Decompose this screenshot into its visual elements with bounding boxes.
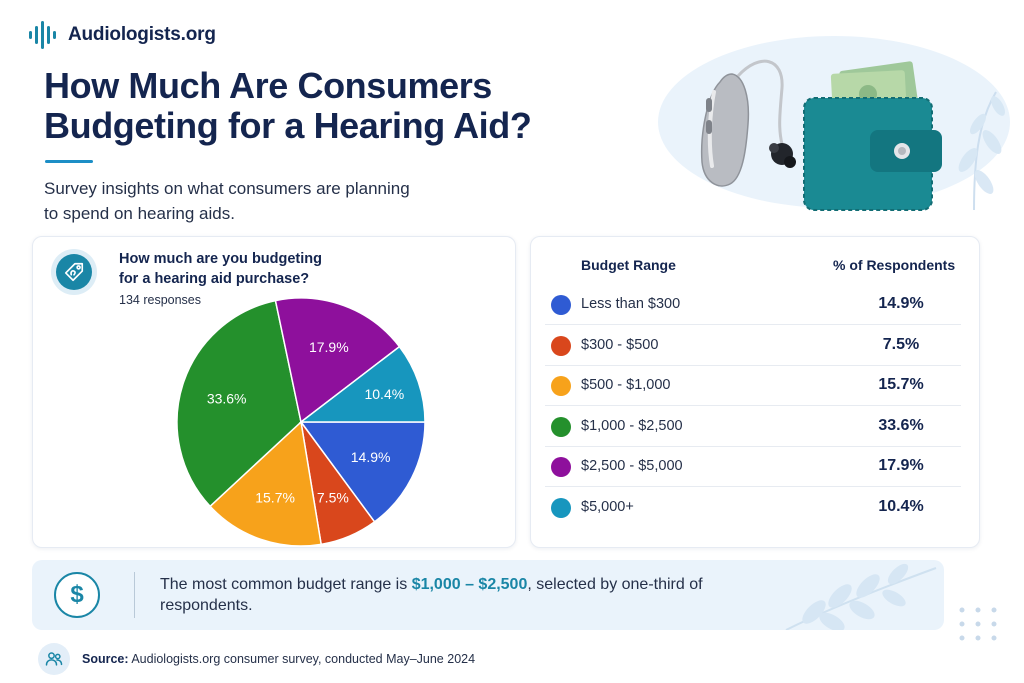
pie-slice: [176, 299, 302, 508]
respondent-percent: 33.6%: [878, 416, 924, 434]
legend-dot-icon: [551, 457, 571, 477]
hero-illustration: [658, 36, 1010, 211]
pie-slice-label: 33.6%: [207, 390, 247, 406]
soundwave-logo-icon: [29, 21, 56, 49]
respondent-percent: 17.9%: [878, 457, 924, 474]
budget-range-label: $300 - $500: [581, 336, 659, 353]
brand-logo[interactable]: Audiologists.org: [28, 20, 216, 50]
insight-text-after: , selected by one-third of respondents.: [160, 576, 703, 614]
pie-slice: [299, 421, 426, 523]
pie-chart: 14.9% 7.5% 15.7% 33.6% 17.9% 10.4%: [176, 297, 426, 547]
table-row: $300 - $500 7.5%: [545, 326, 961, 366]
survey-chart-card: How much are you budgeting for a hearing…: [32, 236, 516, 548]
budget-table-card: Budget Range % of Respondents Less than …: [530, 236, 980, 548]
hearing-aid-icon: [700, 59, 796, 187]
subtitle-line-1: Survey insights on what consumers are pl…: [44, 179, 410, 198]
legend-dot-icon: [551, 376, 571, 396]
subtitle-line-2: to spend on hearing aids.: [44, 204, 235, 223]
source-label: Source:: [82, 652, 129, 666]
respondent-percent: 15.7%: [878, 376, 924, 393]
insight-banner: $ The most common budget range is $1,000…: [32, 560, 944, 630]
table-row: $2,500 - $5,000 17.9%: [545, 447, 961, 487]
insight-text: The most common budget range is $1,000 –…: [160, 574, 780, 616]
insight-highlight: $1,000 – $2,500: [411, 576, 528, 593]
legend-dot-icon: [551, 416, 571, 437]
question-badge: [51, 249, 97, 295]
title-underline: [45, 160, 93, 163]
table-row: $1,000 - $2,500 33.6%: [545, 407, 961, 447]
question-line-1: How much are you budgeting: [119, 251, 323, 267]
pie-slice: [209, 420, 323, 547]
source-detail: Audiologists.org consumer survey, conduc…: [128, 652, 476, 666]
legend-dot-icon: [551, 295, 571, 315]
page-subtitle: Survey insights on what consumers are pl…: [44, 176, 504, 226]
legend-dot-icon: [551, 335, 571, 356]
dot-grid-decoration: [959, 607, 997, 641]
source-text: Source: Audiologists.org consumer survey…: [82, 652, 475, 666]
title-line-1: How Much Are Consumers: [44, 65, 492, 106]
table-row: Less than $300 14.9%: [545, 285, 961, 325]
response-count: 134 responses: [119, 293, 202, 307]
banner-divider: [134, 572, 135, 618]
respondent-percent: 14.9%: [878, 295, 924, 312]
budget-range-label: $1,000 - $2,500: [581, 417, 683, 434]
page-title: How Much Are Consumers Budgeting for a H…: [44, 66, 644, 146]
pie-slice: [274, 297, 401, 424]
insight-text-before: The most common budget range is: [160, 576, 412, 593]
budget-range-label: $500 - $1,000: [581, 377, 671, 393]
question-line-2: for a hearing aid purchase?: [119, 271, 310, 287]
title-line-2: Budgeting for a Hearing Aid?: [44, 105, 532, 146]
table-row: $5,000+ 10.4%: [545, 488, 961, 528]
wallet-icon: [803, 97, 942, 211]
people-icon: [38, 643, 70, 675]
dollar-icon: $: [54, 572, 100, 618]
leaf-icon: [958, 91, 1005, 211]
respondent-percent: 7.5%: [882, 335, 920, 353]
source-footer: Source: Audiologists.org consumer survey…: [38, 643, 475, 675]
pie-slice-label: 7.5%: [317, 490, 349, 506]
pie-slice-label: 15.7%: [255, 490, 295, 506]
table-header-percent: % of Respondents: [833, 257, 956, 273]
table-row: $500 - $1,000 15.7%: [545, 366, 961, 406]
budget-range-label: $5,000+: [581, 498, 634, 515]
legend-dot-icon: [551, 497, 571, 518]
pie-slice: [298, 345, 426, 423]
budget-range-label: $2,500 - $5,000: [581, 458, 683, 474]
table-header-range: Budget Range: [581, 257, 676, 273]
survey-question: How much are you budgeting for a hearing…: [119, 249, 369, 289]
respondent-percent: 10.4%: [878, 497, 924, 515]
brand-name: Audiologists.org: [68, 24, 216, 45]
pie-slice-label: 14.9%: [351, 449, 391, 465]
pie-slice-label: 10.4%: [364, 386, 404, 402]
pie-slice-label: 17.9%: [309, 339, 349, 355]
budget-range-label: Less than $300: [581, 296, 681, 312]
leaf-decoration-icon: [785, 563, 937, 630]
price-tag-ear-icon: [64, 262, 84, 282]
